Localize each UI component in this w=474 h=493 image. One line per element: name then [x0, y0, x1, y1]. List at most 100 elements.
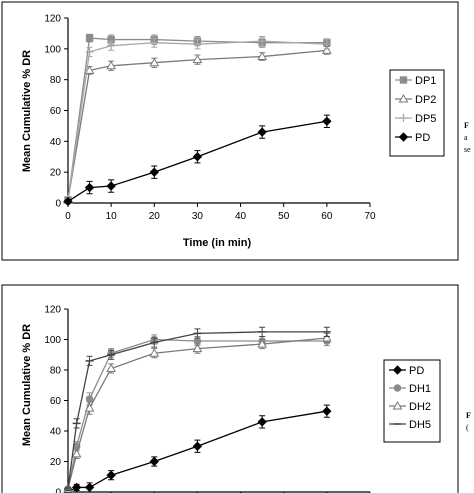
legend-item-dp5: DP5 [395, 113, 436, 125]
data-point-pd [149, 167, 159, 177]
legend-label: DH2 [409, 401, 431, 413]
legend-marker [399, 76, 408, 84]
legend-item-dh2: DH2 [389, 400, 431, 413]
data-point-dh2 [321, 332, 332, 342]
legend-item-dh1: DH1 [389, 383, 431, 395]
data-point-dp5 [107, 41, 116, 50]
data-point-dp2 [321, 45, 332, 54]
legend-item-dp2: DP2 [395, 93, 436, 106]
chart-panel-2: 0 20 40 60 80 100 120 Mean Cumulative % DR PD D… [1, 284, 471, 493]
data-point-pd [106, 470, 116, 480]
data-point-dp2 [257, 51, 268, 61]
chart-panel-1: 0 20 40 60 80 100 120 0 10 20 30 40 50 60 70 Time (in … [1, 1, 471, 261]
x-tick-label: 60 [321, 211, 333, 222]
data-point-dh1 [193, 337, 202, 345]
series-layer [63, 326, 332, 493]
y-tick-label: 0 [55, 488, 61, 493]
data-point-pd [257, 417, 267, 427]
data-point-dp2 [106, 60, 117, 70]
x-tick-label: 70 [364, 211, 376, 222]
data-point-pd [63, 196, 73, 207]
legend-item-dh5: DH5 [389, 419, 431, 431]
series-layer [63, 33, 332, 207]
data-point-dp5 [193, 40, 202, 49]
data-point-pd [84, 482, 95, 493]
data-point-pd [71, 482, 82, 493]
series-line-dh5 [67, 331, 327, 490]
y-tick-label: 40 [50, 427, 62, 438]
series-pd [63, 404, 332, 493]
legend-marker [398, 93, 409, 103]
legend-item-pd: PD [389, 365, 424, 377]
legend-box [389, 69, 445, 157]
data-point-dp2 [192, 54, 203, 64]
data-point-pd [257, 127, 267, 137]
y-tick-label: 60 [50, 106, 62, 117]
x-tick-label: 0 [65, 211, 71, 222]
data-point-dh2 [71, 448, 82, 458]
side-caption-fragment: F [464, 121, 469, 130]
data-point-pd [192, 152, 203, 162]
x-tick-label: 40 [235, 211, 247, 222]
data-point-pd [322, 406, 332, 416]
y-tick-label: 80 [50, 75, 62, 86]
y-tick-label: 0 [55, 199, 61, 210]
legend-label: DP1 [415, 75, 436, 87]
legend-marker [399, 114, 408, 122]
data-point-pd [84, 182, 95, 193]
data-point-pd [192, 441, 203, 451]
series-dp5 [64, 36, 331, 204]
x-tick-label: 30 [192, 211, 204, 222]
data-point-dp5 [150, 38, 159, 47]
data-point-dp1 [85, 34, 94, 42]
y-tick-label: 60 [50, 396, 62, 407]
data-point-pd [149, 456, 159, 467]
legend-label: PD [409, 365, 424, 377]
y-axis-label: Mean Cumulative % DR [21, 324, 33, 446]
data-point-dh2 [106, 363, 117, 372]
y-tick-label: 40 [50, 137, 62, 148]
x-axis-label: Time (in min) [183, 237, 252, 249]
series-pd [63, 114, 332, 207]
legend: PD DH1 DH2 DH5 [383, 359, 441, 443]
y-tick-label: 80 [50, 366, 62, 377]
data-point-dh2 [84, 403, 95, 412]
data-point-pd [322, 116, 332, 126]
side-caption-fragment: se [464, 145, 471, 154]
legend-marker [393, 384, 402, 392]
legend-label: DH1 [409, 383, 431, 395]
x-tick-label: 20 [149, 211, 161, 222]
data-point-dh2 [192, 343, 203, 353]
y-tick-label: 20 [50, 168, 62, 179]
side-caption-fragment: a [464, 133, 468, 142]
data-point-pd [106, 181, 116, 191]
legend-marker [398, 132, 409, 142]
legend-item-pd: PD [395, 132, 430, 144]
series-line-dh2 [67, 337, 327, 490]
data-point-dp5 [85, 47, 94, 56]
side-caption-fragment: F [466, 411, 471, 420]
legend-label: DH5 [409, 419, 431, 431]
y-tick-label: 20 [50, 457, 62, 468]
legend: DP1 DP2 DP5 PD [389, 69, 445, 157]
side-caption-fragment: ( [466, 423, 469, 432]
legend-marker [392, 365, 403, 375]
data-point-dp2 [149, 57, 160, 67]
series-dh5 [64, 326, 331, 491]
data-point-dp5 [258, 37, 267, 46]
axes-area: 0 20 40 60 80 100 120 0 10 20 30 40 50 60 70 [44, 14, 376, 223]
legend-label: DP2 [415, 94, 436, 106]
data-point-dh2 [257, 339, 268, 348]
y-tick-label: 100 [44, 44, 61, 55]
x-tick-label: 50 [278, 211, 290, 222]
legend-label: DP5 [415, 113, 436, 125]
legend-box [383, 359, 441, 443]
y-tick-label: 120 [44, 305, 61, 316]
data-point-dp5 [322, 40, 331, 49]
series-line-dh1 [67, 338, 327, 490]
legend-marker [392, 400, 403, 410]
legend-label: PD [415, 132, 430, 144]
x-tick-label: 10 [106, 211, 118, 222]
y-axis-label: Mean Cumulative % DR [21, 50, 33, 172]
